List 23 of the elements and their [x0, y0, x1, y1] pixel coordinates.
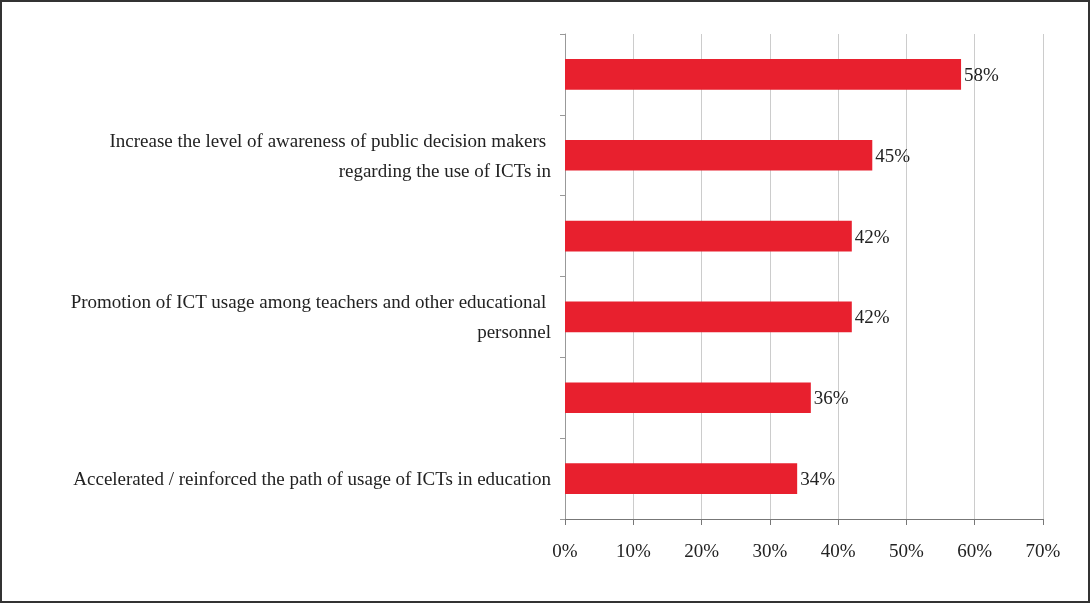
bar — [565, 382, 811, 414]
bar — [565, 220, 852, 252]
x-tick-label: 40% — [820, 540, 856, 561]
data-label: 45% — [875, 144, 911, 166]
x-tick-label: 60% — [957, 540, 993, 561]
data-label: 42% — [854, 306, 890, 328]
data-label: 34% — [800, 468, 836, 490]
data-label: 42% — [854, 225, 890, 247]
x-tick-label: 70% — [1025, 540, 1061, 561]
bar — [565, 463, 798, 494]
data-label: 58% — [964, 63, 1000, 85]
x-tick-label: 30% — [752, 540, 788, 561]
y-tick-label: Increase the level of awareness of public decision makers regarding the use of ICTs in — [109, 129, 552, 181]
bar — [565, 301, 852, 333]
x-tick-label: 50% — [889, 540, 925, 561]
y-tick-label: Promotion of ICT usage among teachers and other educational personnel — [70, 291, 551, 343]
y-tick-label: Accelerated / reinforced the path of usage of ICTs in education — [73, 468, 552, 490]
data-label: 36% — [813, 387, 849, 409]
x-tick-label: 10% — [615, 540, 651, 561]
x-tick-label: 20% — [684, 540, 720, 561]
x-tick-label: 0% — [552, 540, 578, 561]
bar — [565, 139, 873, 171]
bar — [565, 59, 962, 90]
